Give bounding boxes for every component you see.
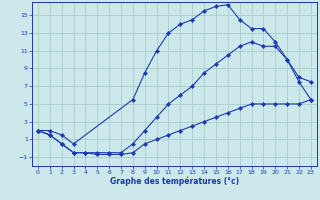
X-axis label: Graphe des températures (°c): Graphe des températures (°c)	[110, 177, 239, 186]
